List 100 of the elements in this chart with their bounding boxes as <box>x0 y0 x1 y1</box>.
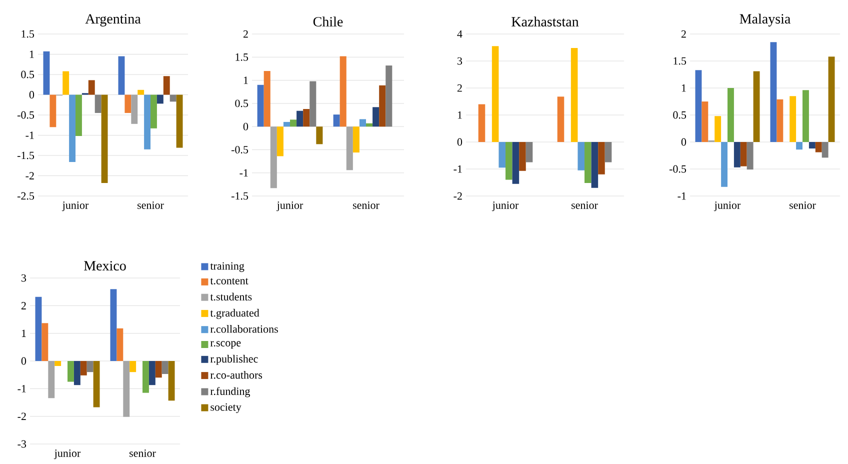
bar <box>176 94 183 148</box>
chart-title: Kazhaststan <box>512 16 579 26</box>
chart-title: Argentina <box>85 14 141 26</box>
y-tick-label: 3 <box>458 57 462 65</box>
bar <box>148 361 156 386</box>
bar <box>43 51 50 95</box>
bar <box>770 42 777 142</box>
bar <box>372 107 380 127</box>
bar <box>352 126 360 152</box>
bar <box>257 84 264 127</box>
bar <box>155 361 162 378</box>
bar <box>94 94 102 113</box>
y-tick-label: 0.5 <box>673 111 686 119</box>
y-tick-label: 2 <box>243 30 248 38</box>
y-tick-label: 1.5 <box>674 57 686 65</box>
y-tick-label: -1 <box>454 165 462 173</box>
y-tick-label: -1 <box>678 192 686 200</box>
bar <box>142 361 149 393</box>
x-tick-label: senior <box>353 202 380 209</box>
bar <box>42 323 48 361</box>
bar <box>93 361 100 408</box>
bar <box>815 142 822 152</box>
y-tick-label: -0.5 <box>231 146 248 154</box>
bar <box>746 142 754 170</box>
bar <box>76 94 82 136</box>
bar <box>170 94 176 102</box>
y-tick-label: 1.5 <box>22 30 34 38</box>
legend-label: r.collaborations <box>210 325 278 333</box>
bar <box>776 99 784 142</box>
y-tick-label: 0 <box>29 91 34 98</box>
bar <box>124 94 132 113</box>
y-tick-label: -2 <box>454 192 462 200</box>
y-tick-label: 3 <box>22 274 26 282</box>
legend-label: society <box>210 403 242 414</box>
y-tick-label: 2 <box>21 302 26 310</box>
x-tick-label: junior <box>492 202 519 212</box>
bar <box>519 142 526 171</box>
legend-label: t.students <box>210 292 252 301</box>
bar <box>526 142 533 162</box>
bar <box>54 361 62 366</box>
bar <box>702 102 708 142</box>
y-tick-label: -1.5 <box>231 192 248 200</box>
y-tick-label: -2 <box>26 172 34 180</box>
bar <box>86 361 94 372</box>
bar <box>116 328 124 361</box>
bar <box>796 142 803 150</box>
bar <box>131 94 138 124</box>
legend-label: r.co-authors <box>210 370 262 379</box>
bar <box>506 142 512 180</box>
bar <box>283 122 290 127</box>
bar <box>728 88 734 142</box>
bar <box>156 94 164 104</box>
bar <box>822 142 828 158</box>
bar <box>570 48 578 142</box>
x-tick-label: junior <box>62 202 89 212</box>
bar <box>130 361 136 372</box>
x-tick-label: senior <box>790 202 816 209</box>
bar <box>118 56 125 95</box>
bar <box>50 94 56 128</box>
bar <box>162 361 168 374</box>
y-tick-label: 1 <box>244 76 248 84</box>
bar <box>48 361 55 398</box>
bar <box>790 96 796 142</box>
chart-title: Mexico <box>84 261 126 270</box>
bar <box>695 70 702 142</box>
y-tick-label: 1 <box>458 111 462 119</box>
y-tick-label: -1 <box>26 132 34 139</box>
bar <box>721 142 728 187</box>
bar <box>753 71 760 142</box>
y-tick-label: 1.5 <box>236 53 248 61</box>
bar <box>110 289 117 361</box>
bar <box>138 90 144 95</box>
bar <box>740 142 747 166</box>
legend-label: training <box>210 262 244 272</box>
legend-label: r.funding <box>210 387 250 398</box>
y-tick-label: 0 <box>457 138 462 146</box>
y-tick-label: 1 <box>30 50 34 58</box>
bar <box>303 108 310 127</box>
y-tick-label: -3 <box>18 440 26 448</box>
bar <box>150 94 157 128</box>
bar <box>310 81 316 127</box>
bar <box>492 46 499 142</box>
bar <box>584 142 592 184</box>
bar <box>578 142 585 170</box>
bar <box>802 90 809 142</box>
bar <box>163 76 170 95</box>
bar <box>734 142 740 168</box>
bar <box>366 123 373 127</box>
bar <box>828 56 835 142</box>
chart-title: Chile <box>313 16 343 26</box>
y-tick-label: 2 <box>681 30 686 38</box>
bar <box>379 85 386 127</box>
y-tick-label: -0.5 <box>17 111 34 119</box>
y-tick-label: 1 <box>682 84 686 92</box>
y-tick-label: 0.5 <box>235 100 248 108</box>
bar <box>88 80 95 95</box>
y-tick-label: -1 <box>18 385 26 392</box>
bar <box>557 96 564 142</box>
bar <box>168 361 175 401</box>
y-tick-label: -1.5 <box>17 152 34 160</box>
